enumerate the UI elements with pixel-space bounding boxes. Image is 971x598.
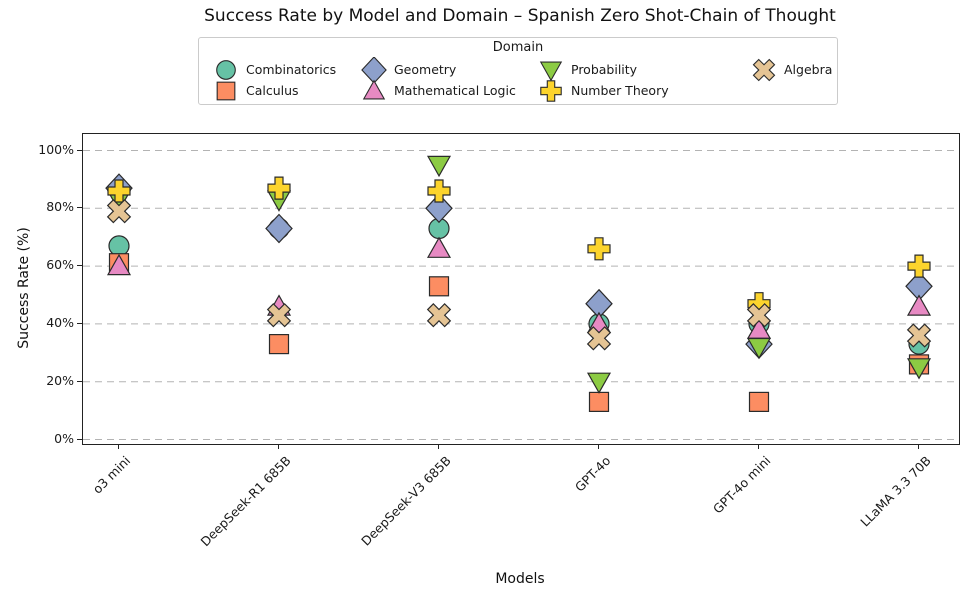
plot-area: [82, 133, 960, 445]
legend-item-label: Algebra: [784, 62, 833, 77]
y-tick-label: 20%: [46, 373, 74, 388]
legend-item-label: Probability: [571, 62, 638, 77]
diamond-icon: [361, 56, 387, 83]
circle-icon: [216, 59, 236, 80]
legend-item: Combinatorics: [213, 59, 336, 80]
x-tick-label: o3 mini: [90, 453, 134, 497]
legend-title: Domain: [492, 40, 544, 55]
data-point-marker: [748, 391, 770, 412]
legend: Domain Combinatorics Calculus Geometry M…: [198, 37, 838, 105]
data-point-marker: [588, 391, 610, 412]
y-axis-label: Success Rate (%): [16, 227, 32, 349]
legend-item-label: Mathematical Logic: [394, 83, 516, 98]
y-tick-mark: [77, 207, 82, 208]
data-point-marker: [906, 323, 932, 348]
plus-icon: [540, 79, 562, 102]
data-point-marker: [746, 303, 772, 328]
data-point-marker: [427, 179, 451, 203]
legend-column: Geometry Mathematical Logic: [361, 56, 516, 101]
x-tick-mark: [438, 444, 439, 449]
legend-column: Probability Number Theory: [538, 59, 669, 102]
data-point-marker: [267, 176, 291, 200]
x-tick-label: DeepSeek-R1 685B: [197, 453, 294, 550]
y-tick-mark: [77, 150, 82, 151]
y-tick-label: 100%: [38, 142, 74, 157]
legend-item: Algebra: [751, 58, 833, 81]
data-point-marker: [907, 254, 931, 278]
legend-item-label: Calculus: [246, 83, 299, 98]
data-point-marker: [265, 213, 293, 244]
legend-item: Probability: [538, 59, 669, 81]
data-point-marker: [106, 199, 132, 224]
x-axis-label: Models: [495, 571, 545, 587]
x-tick-label: GPT-4o: [572, 453, 614, 495]
legend-column: Algebra: [751, 58, 833, 81]
data-point-marker: [425, 193, 453, 224]
legend-item: Number Theory: [538, 79, 669, 102]
scatter-canvas: [83, 150, 959, 440]
data-point-marker: [746, 337, 772, 360]
x-tick-mark: [918, 444, 919, 449]
legend-column: Combinatorics Calculus: [213, 59, 336, 101]
x-tick-mark: [118, 444, 119, 449]
data-point-marker: [268, 334, 290, 355]
data-point-marker: [426, 303, 452, 328]
y-tick-label: 60%: [46, 257, 74, 272]
legend-item: Geometry: [361, 56, 516, 83]
x-tick-label: DeepSeek-V3 685B: [358, 453, 454, 549]
y-tick-mark: [77, 323, 82, 324]
y-tick-mark: [77, 381, 82, 382]
square-icon: [216, 81, 236, 100]
y-tick-label: 0%: [54, 431, 74, 446]
y-tick-label: 80%: [46, 199, 74, 214]
data-point-marker: [906, 294, 932, 316]
data-point-marker: [106, 253, 132, 276]
data-point-marker: [108, 235, 130, 257]
y-tick-label: 40%: [46, 315, 74, 330]
data-point-marker: [426, 155, 452, 178]
data-point-marker: [906, 358, 932, 380]
triangle-up-icon: [362, 79, 386, 99]
data-point-marker: [266, 303, 292, 328]
x-tick-label: GPT-4o mini: [710, 453, 774, 517]
legend-item: Mathematical Logic: [361, 79, 516, 101]
data-point-marker: [586, 326, 612, 351]
legend-item-label: Geometry: [394, 62, 457, 77]
legend-item-label: Number Theory: [571, 83, 669, 98]
data-point-marker: [587, 237, 611, 261]
legend-item: Calculus: [213, 80, 336, 101]
y-tick-mark: [77, 265, 82, 266]
x-tick-mark: [598, 444, 599, 449]
x-icon: [752, 58, 776, 81]
x-tick-mark: [278, 444, 279, 449]
data-point-marker: [428, 276, 450, 297]
x-tick-label: LLaMA 3.3 70B: [857, 453, 934, 530]
data-point-marker: [426, 236, 452, 258]
y-tick-mark: [77, 439, 82, 440]
x-tick-mark: [758, 444, 759, 449]
data-point-marker: [586, 372, 612, 394]
chart-title: Success Rate by Model and Domain – Spani…: [204, 6, 836, 26]
legend-item-label: Combinatorics: [246, 62, 337, 77]
triangle-down-icon: [539, 61, 563, 81]
